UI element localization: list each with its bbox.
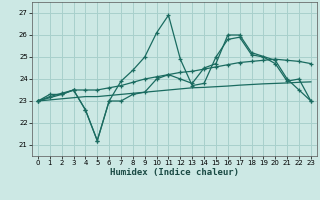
X-axis label: Humidex (Indice chaleur): Humidex (Indice chaleur) <box>110 168 239 177</box>
